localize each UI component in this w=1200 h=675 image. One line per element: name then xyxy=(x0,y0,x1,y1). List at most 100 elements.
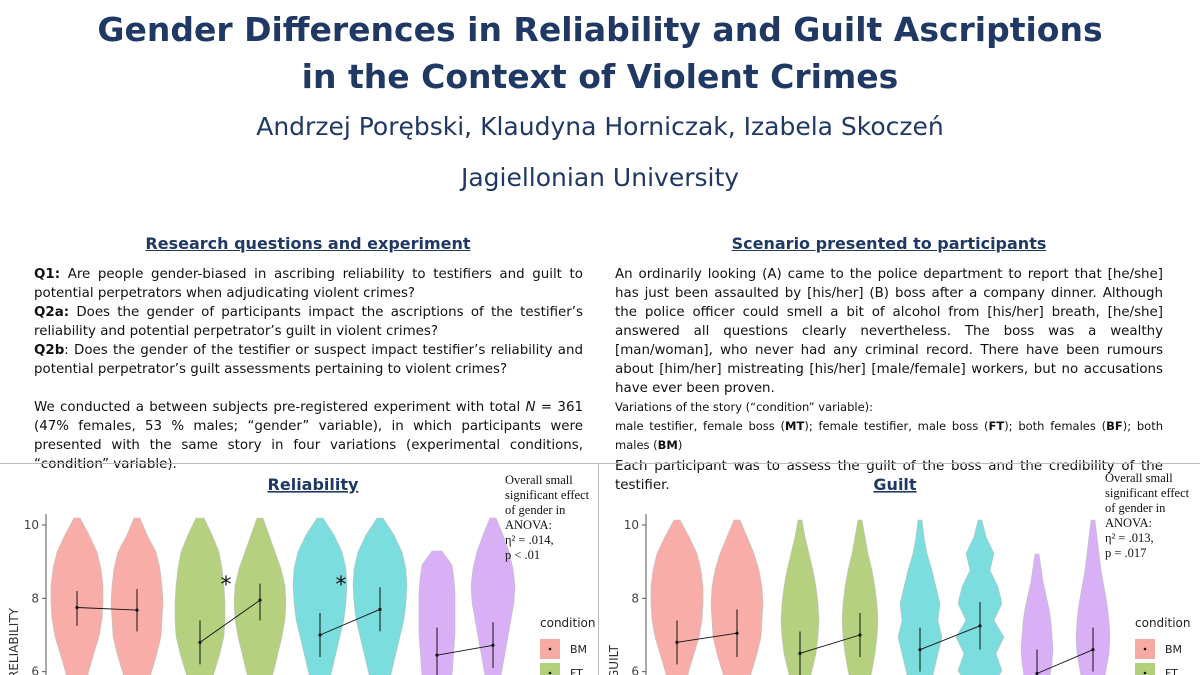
variations-label: Variations of the story (“condition” var… xyxy=(615,400,874,414)
anova-note-line: Overall small xyxy=(505,473,573,487)
chart-title: Reliability xyxy=(268,475,359,494)
mean-connector xyxy=(199,599,261,643)
scenario-closing: Each participant was to assess the guilt… xyxy=(615,459,1163,493)
experiment-description: We conducted a between subjects pre-regi… xyxy=(34,398,583,474)
y-tick-label: 10 xyxy=(24,518,39,532)
q2a-text: Does the gender of participants impact t… xyxy=(34,305,583,339)
research-questions-heading: Research questions and experiment xyxy=(145,234,471,253)
mean-point xyxy=(798,651,802,655)
guilt-anova-note: Overall small significant effect of gender… xyxy=(1105,471,1189,561)
legend-label-BM: BM xyxy=(1165,643,1182,656)
var-1: male testifier, female boss ( xyxy=(615,419,786,433)
legend-label-BM: BM xyxy=(570,643,587,656)
violin-MT xyxy=(897,519,943,675)
experiment-text-a: We conducted a between subjects pre-regi… xyxy=(34,400,526,415)
mean-point xyxy=(491,643,495,647)
legend-swatch-FT xyxy=(540,663,560,675)
var-1-code: MT xyxy=(785,419,805,433)
y-axis-label: GUILT xyxy=(607,644,621,675)
violin-FT xyxy=(841,519,879,675)
var-2: ); female testifier, male boss ( xyxy=(804,419,989,433)
anova-note-line: η² = .014, xyxy=(505,533,554,547)
mean-point xyxy=(735,631,739,635)
q1-label: Q1: xyxy=(34,267,61,282)
anova-note-line: Overall small xyxy=(1105,471,1173,485)
anova-note-line: significant effect xyxy=(505,488,590,502)
violin-FT xyxy=(174,517,226,675)
chart-divider xyxy=(598,463,599,675)
poster-title: Gender Differences in Reliability and Gu… xyxy=(0,6,1200,100)
violin-BM xyxy=(650,519,704,675)
q2a-label: Q2a: xyxy=(34,305,70,320)
y-tick-label: 6 xyxy=(631,665,639,675)
var-2-code: FT xyxy=(988,419,1005,433)
var-4-code: BM xyxy=(657,438,678,452)
scenario-heading: Scenario presented to participants xyxy=(731,234,1047,253)
var-3: ); both females ( xyxy=(1004,419,1107,433)
guilt-chart: Guilt GUILT 6 8 10 condition BM FT xyxy=(607,475,1190,675)
research-questions-text: Q1: Are people gender-biased in ascribin… xyxy=(34,265,583,474)
legend-dot xyxy=(548,671,552,675)
title-line-1: Gender Differences in Reliability and Gu… xyxy=(97,10,1103,49)
y-tick-label: 10 xyxy=(624,518,639,532)
mean-connector xyxy=(319,608,381,636)
reliability-chart: Reliability RELIABILITY 6 8 10 * * condition BM F… xyxy=(7,475,595,675)
violin-MT xyxy=(292,517,348,675)
mean-connector xyxy=(76,607,138,611)
anova-note-line: η² = .013, xyxy=(1105,531,1154,545)
section-divider xyxy=(0,463,1200,464)
legend-swatch-FT xyxy=(1135,663,1155,675)
mean-connector xyxy=(676,632,738,643)
anova-note-line: ANOVA: xyxy=(505,518,552,532)
q2b-label: Q2b xyxy=(34,343,65,358)
mean-connector xyxy=(799,634,861,654)
var-5: ) xyxy=(677,438,683,452)
y-axis-label: RELIABILITY xyxy=(7,607,21,675)
legend-dot xyxy=(548,647,552,651)
legend-dot xyxy=(1143,647,1147,651)
experiment-n: N xyxy=(525,400,536,415)
violin-BF xyxy=(1075,519,1111,675)
authors: Andrzej Porębski, Klaudyna Horniczak, Iz… xyxy=(256,112,944,141)
violin-FT xyxy=(780,519,820,675)
title-line-2: in the Context of Violent Crimes xyxy=(301,57,899,96)
y-tick-label: 8 xyxy=(31,591,39,605)
legend-title: condition xyxy=(540,616,595,630)
mean-connector xyxy=(1036,649,1094,674)
anova-note-line: of gender in xyxy=(505,503,566,517)
significance-star: * xyxy=(336,573,347,598)
var-4: ); both males ( xyxy=(615,419,1163,452)
violin-BF xyxy=(470,517,516,675)
violin-BF xyxy=(1020,553,1054,675)
reliability-anova-note: Overall small significant effect of gender… xyxy=(505,473,589,563)
mean-connector xyxy=(919,625,981,651)
anova-note-line: ANOVA: xyxy=(1105,516,1152,530)
chart-title: Guilt xyxy=(873,475,916,494)
anova-note-line: p < .01 xyxy=(505,548,541,562)
q1-text: Are people gender-biased in ascribing re… xyxy=(34,267,583,301)
violin-BM xyxy=(710,519,764,675)
mean-connector xyxy=(436,644,494,656)
scenario-story: An ordinarily looking (A) came to the po… xyxy=(615,267,1163,396)
q2b: Q2b: Does the gender of the testifier or… xyxy=(34,341,583,379)
var-3-code: BF xyxy=(1106,419,1123,433)
anova-note-line: significant effect xyxy=(1105,486,1190,500)
violin-BF xyxy=(418,550,456,675)
affiliation: Jagiellonian University xyxy=(460,163,740,192)
experiment-text-b: = 361 (47% females, 53 % males; “gender”… xyxy=(34,400,583,472)
q2a: Q2a: Does the gender of participants imp… xyxy=(34,303,583,341)
mean-point xyxy=(675,640,679,644)
legend-dot xyxy=(1143,671,1147,675)
legend-label-FT: FT xyxy=(1165,667,1178,675)
y-tick-label: 6 xyxy=(31,665,39,675)
y-tick-label: 8 xyxy=(631,591,639,605)
q2b-text: : Does the gender of the testifier or su… xyxy=(34,343,583,377)
scenario-text: An ordinarily looking (A) came to the po… xyxy=(615,265,1163,495)
q1: Q1: Are people gender-biased in ascribin… xyxy=(34,265,583,303)
variations-list: male testifier, female boss (MT); female… xyxy=(615,417,1163,455)
significance-star: * xyxy=(221,573,232,598)
anova-note-line: p = .017 xyxy=(1105,546,1147,560)
violin-MT xyxy=(955,519,1005,675)
anova-note-line: of gender in xyxy=(1105,501,1166,515)
legend-title: condition xyxy=(1135,616,1190,630)
